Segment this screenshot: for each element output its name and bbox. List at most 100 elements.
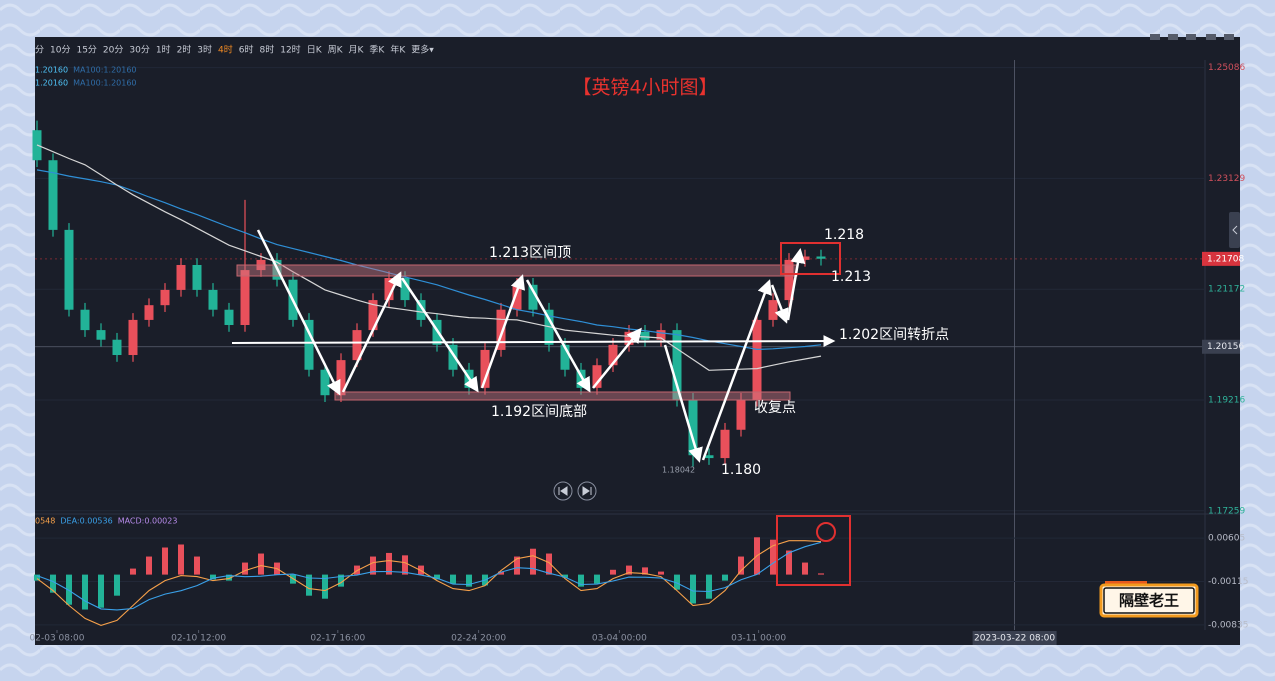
icon[interactable] (1168, 34, 1178, 40)
macd-bar (642, 567, 648, 575)
toolbar-item[interactable]: 12时 (280, 44, 300, 56)
candle-body (480, 349, 490, 388)
macd-bar (466, 574, 472, 587)
toolbar-item[interactable]: 6时 (239, 44, 254, 56)
toolbar-item[interactable]: 10分 (50, 45, 70, 56)
resistance-zone (236, 264, 798, 277)
support-zone (334, 391, 791, 401)
legend-label: MA100:1.20160 (73, 79, 136, 88)
macd-bar (226, 574, 232, 581)
candle-body (320, 369, 330, 396)
macd-bar (610, 569, 616, 575)
arrow (256, 229, 341, 396)
candle-body (496, 309, 506, 350)
toolbar-item[interactable]: 年K (390, 44, 406, 56)
macd-bar (178, 544, 184, 575)
macd-bar (674, 574, 680, 590)
text-layer: 分 10分 15分 20分 30分 1时 2时 3时 4时 6时 8时 12时 日K 周K 月K 季K 年K 更多… (30, 44, 1248, 645)
highlight-box (780, 242, 841, 275)
arrow (480, 274, 525, 389)
candle-body (720, 429, 730, 459)
macd-bar (130, 568, 136, 575)
arrow (770, 284, 789, 324)
candle-body (48, 160, 58, 230)
candle-body (656, 330, 666, 340)
toolbar-item[interactable]: 周K (328, 45, 344, 56)
annotation: 收复点 (754, 399, 796, 416)
toolbar-item[interactable]: 15分 (76, 45, 96, 56)
macd-label: DEA:0.00536 (60, 517, 112, 526)
toolbar-item[interactable]: 更多▾ (411, 44, 434, 56)
macd-line (36, 541, 822, 611)
candle-body (448, 344, 458, 370)
candle-body (192, 264, 202, 290)
macd-bar (242, 562, 248, 575)
annotation: 1.213区间顶 (489, 245, 571, 261)
arrow (400, 277, 479, 393)
side-tab-icon (1232, 225, 1238, 235)
macd-bar (786, 550, 792, 575)
ma-line (36, 169, 822, 351)
toolbar-item[interactable]: 1时 (156, 44, 171, 56)
macd-bar (626, 565, 632, 575)
side-tab[interactable] (1229, 212, 1240, 248)
toolbar-item[interactable]: 季K (369, 44, 385, 56)
candle-body (368, 300, 378, 331)
macd-bar (210, 574, 216, 580)
low-value-label: 1.18042 (662, 466, 695, 475)
icon[interactable] (1206, 34, 1216, 40)
logo-text: 隔壁老王 (1119, 592, 1179, 610)
macd-bar (658, 571, 664, 575)
macd-bar (162, 547, 168, 575)
candle-body (816, 256, 826, 259)
candle-body (400, 278, 410, 301)
candle-body (208, 289, 218, 310)
top-icons (1150, 34, 1234, 40)
toolbar-item[interactable]: 8时 (260, 44, 275, 56)
macd-bar (402, 555, 408, 575)
candle-body (80, 309, 90, 331)
zigzag-arrows (256, 229, 806, 463)
macd-bar (66, 574, 72, 605)
y-tick-label: 1.23129 (1208, 174, 1245, 184)
macd-bar (498, 571, 504, 575)
macd-bar (82, 574, 88, 610)
candle-body (224, 309, 234, 326)
legend-label: MA100:1.20160 (73, 66, 136, 75)
toolbar-item[interactable]: 4时 (218, 44, 233, 56)
prev-icon (558, 486, 568, 496)
macd-label: MACD:0.00023 (118, 517, 178, 526)
crosshair-time-label: 2023-03-22 08:00 (974, 634, 1055, 644)
x-tick-label: 02-03 08:00 (30, 634, 85, 644)
toolbar-item[interactable]: 日K (307, 45, 323, 56)
next-icon (582, 486, 592, 496)
candle-body (128, 319, 138, 356)
logo-accent (1105, 581, 1147, 585)
y-tick-label: -0.00835 (1208, 620, 1248, 630)
macd-bar (194, 556, 200, 575)
toolbar-item[interactable]: 月K (349, 45, 365, 56)
crosshair-price-tag (1202, 339, 1240, 354)
toolbar-item[interactable]: 2时 (177, 44, 192, 56)
icon[interactable] (1186, 34, 1196, 40)
macd-bar (34, 574, 40, 581)
icon[interactable] (1224, 34, 1234, 40)
toolbar-item[interactable]: 分 (35, 45, 44, 56)
y-tick-label: 0.00605 (1208, 534, 1245, 544)
x-tick-label: 02-17 16:00 (310, 634, 365, 644)
last-price-label: 1.21708 (1207, 254, 1244, 264)
macd-bar (738, 556, 744, 575)
legend-value: 1.20160 (35, 66, 68, 75)
x-tick-label: 02-24 20:00 (451, 634, 506, 644)
nav-buttons (553, 481, 597, 501)
last-price-tag (1202, 251, 1240, 266)
macd-label: 0548 (35, 517, 55, 526)
arrow (701, 279, 772, 461)
toolbar-item[interactable]: 3时 (197, 44, 212, 56)
toolbar-item[interactable]: 20分 (103, 45, 123, 56)
toolbar-item[interactable]: 30分 (129, 45, 149, 56)
icon[interactable] (1150, 34, 1160, 40)
candle-body (560, 344, 570, 370)
annotation: 1.202区间转折点 (839, 327, 949, 343)
